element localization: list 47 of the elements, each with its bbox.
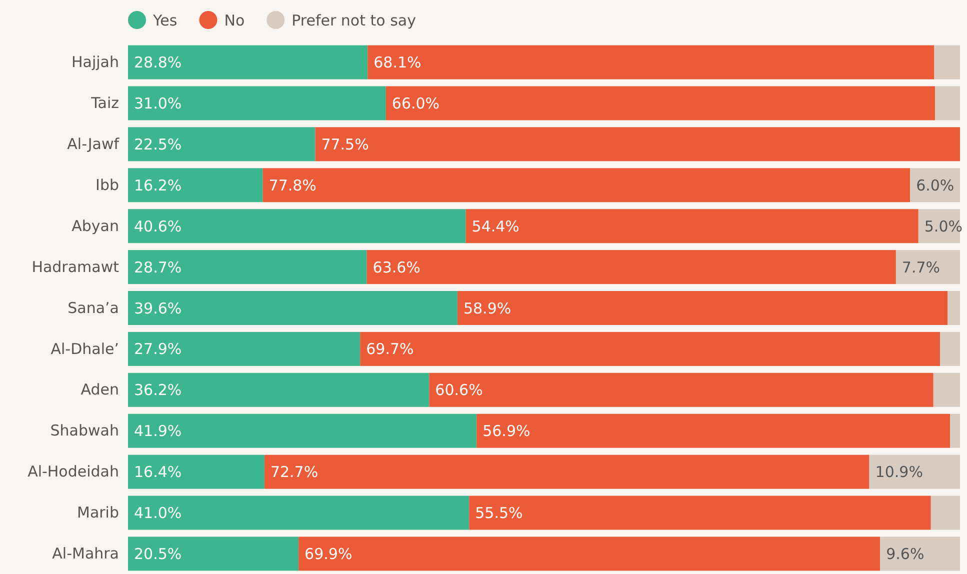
data-label: 63.6%: [372, 258, 420, 276]
y-tick-label: Shabwah: [50, 422, 119, 440]
y-tick-label: Taiz: [90, 94, 120, 112]
y-tick-label: Abyan: [72, 216, 119, 235]
data-label: 5.0%: [924, 217, 963, 236]
data-label: 55.5%: [475, 504, 523, 522]
data-label: 56.9%: [482, 422, 530, 440]
data-label: 28.8%: [134, 54, 182, 72]
data-label: 77.5%: [321, 135, 369, 154]
data-label: 60.6%: [435, 381, 483, 400]
data-label: 77.8%: [268, 176, 316, 194]
data-label: 72.7%: [270, 463, 318, 482]
data-label: 31.0%: [134, 94, 182, 112]
legend-label: No: [224, 11, 245, 30]
data-label: 66.0%: [392, 94, 440, 112]
data-label: 69.9%: [304, 544, 352, 563]
y-tick-label: Ibb: [96, 176, 119, 194]
y-tick-label: Al-Dhale’: [50, 340, 119, 358]
y-tick-label: Marib: [77, 504, 119, 522]
data-label: 36.2%: [134, 381, 182, 400]
y-tick-label: Al-Hodeidah: [28, 462, 119, 481]
data-label: 6.0%: [916, 176, 954, 194]
data-label: 27.9%: [134, 340, 182, 358]
data-label: 9.6%: [886, 544, 924, 563]
data-label: 20.5%: [134, 544, 182, 563]
data-label: 7.7%: [902, 258, 940, 276]
data-label: 40.6%: [134, 217, 182, 236]
y-tick-label: Sana’a: [68, 298, 119, 317]
y-tick-label: Aden: [80, 380, 119, 399]
data-label: 22.5%: [134, 135, 182, 154]
legend-label: Yes: [152, 11, 178, 30]
y-tick-label: Hajjah: [71, 53, 119, 72]
data-label: 41.0%: [134, 504, 182, 522]
data-label: 58.9%: [463, 299, 512, 318]
data-label: 16.2%: [134, 176, 182, 194]
data-label: 39.6%: [134, 299, 182, 318]
data-label: 28.7%: [134, 258, 182, 276]
data-label: 16.4%: [134, 463, 182, 482]
data-label: 69.7%: [366, 340, 414, 358]
data-label: 41.9%: [134, 422, 182, 440]
y-tick-label: Hadramawt: [32, 258, 120, 276]
data-label: 10.9%: [875, 463, 923, 482]
y-tick-label: Al-Jawf: [67, 134, 120, 153]
data-label: 54.4%: [472, 217, 520, 236]
y-tick-label: Al-Mahra: [52, 544, 119, 563]
data-label: 68.1%: [374, 54, 422, 72]
legend-label: Prefer not to say: [292, 11, 416, 30]
